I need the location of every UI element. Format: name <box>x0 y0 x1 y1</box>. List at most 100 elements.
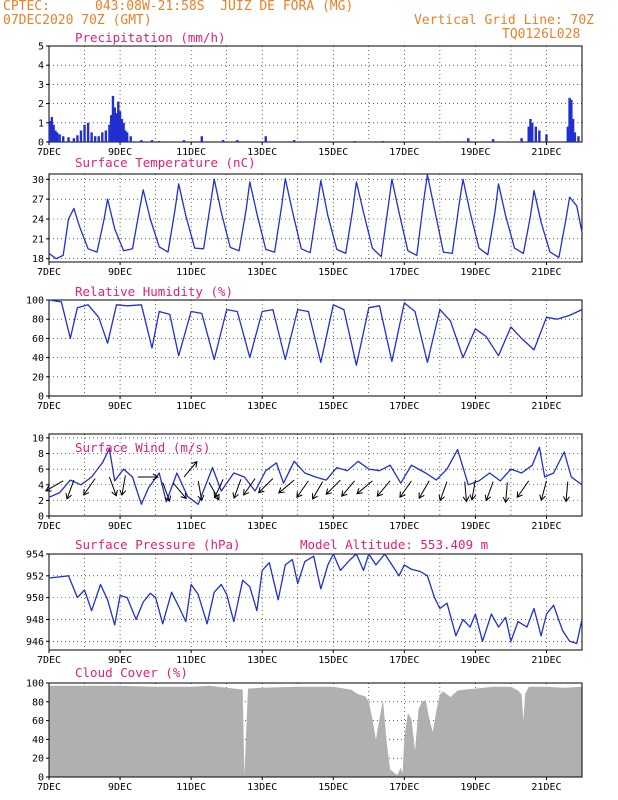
wind-arrow-head <box>191 460 198 468</box>
chart-panel-1: 18 21 24 27 30 7DEC 9DEC 11DEC 13DEC 15DEC 17DEC 19… <box>32 155 583 278</box>
y-tick-label: 40 <box>32 735 44 746</box>
precip-bar <box>577 136 580 142</box>
y-tick-label: 946 <box>26 637 44 648</box>
x-tick-label: 7DEC <box>37 267 61 278</box>
y-tick-label: 0 <box>38 392 44 403</box>
x-tick-label: 9DEC <box>108 147 132 158</box>
wind-arrow-head <box>376 490 383 497</box>
header-run: 07DEC2020 70Z (GMT) <box>3 13 152 28</box>
precip-bar <box>491 139 495 142</box>
x-tick-label: 21DEC <box>531 655 561 666</box>
plot-frame <box>48 553 583 651</box>
chart-panel-3: 0 2 4 6 8 10 7DEC 9DEC 11DEC 13DEC 15DEC 17DEC 19DEC… <box>32 433 583 532</box>
wind-arrow-head <box>83 489 90 496</box>
x-tick-label: 9DEC <box>108 782 132 793</box>
precip-bar <box>157 141 161 142</box>
precip-bar <box>571 118 575 142</box>
series-line <box>48 446 583 505</box>
wind-arrow <box>208 482 220 500</box>
wind-arrow <box>45 480 64 492</box>
x-tick-label: 7DEC <box>37 147 61 158</box>
y-tick-label: 100 <box>26 296 44 307</box>
y-tick-label: 18 <box>32 254 44 265</box>
wind-arrow-head <box>243 489 250 496</box>
wind-arrow <box>66 479 75 500</box>
chart-panel-5: 0 20 40 60 80 100 7DEC 9DEC 11DEC 13DEC 15DEC 17DEC… <box>26 665 583 793</box>
panel-subtitle: Model Altitude: 553.409 m <box>300 537 488 552</box>
plot-frame-overlay <box>48 682 583 778</box>
precip-bar <box>381 141 385 142</box>
x-tick-label: 13DEC <box>247 147 277 158</box>
panel-title: Surface Wind (m/s) <box>75 440 210 455</box>
panel-title: Cloud Cover (%) <box>75 665 188 680</box>
y-tick-label: 0 <box>38 138 44 149</box>
wind-arrow-head <box>399 491 406 499</box>
x-tick-label: 7DEC <box>37 401 61 412</box>
wind-arrow <box>376 480 391 497</box>
x-tick-label: 13DEC <box>247 655 277 666</box>
precip-bar <box>140 140 143 142</box>
precip-bar <box>538 130 541 142</box>
precip-bar <box>115 113 118 142</box>
y-tick-label: 8 <box>38 449 44 460</box>
x-tick-label: 15DEC <box>318 521 348 532</box>
precip-bar <box>122 122 125 142</box>
wind-arrow <box>464 481 467 502</box>
precip-bar <box>527 126 530 142</box>
wind-arrow <box>565 481 569 502</box>
y-tick-label: 2 <box>38 99 44 110</box>
precip-bar <box>72 138 76 142</box>
y-tick-label: 3 <box>38 80 44 91</box>
precip-bar <box>67 137 70 142</box>
x-tick-label: 15DEC <box>318 267 348 278</box>
series-line <box>48 299 583 366</box>
wind-arrow-head <box>563 496 570 503</box>
y-tick-label: 5 <box>38 42 44 53</box>
header-source: CPTEC: <box>3 0 50 14</box>
precip-bar <box>90 132 93 142</box>
x-tick-label: 19DEC <box>460 147 490 158</box>
wind-arrow-head <box>111 489 118 497</box>
precip-bar <box>55 132 59 142</box>
x-tick-label: 19DEC <box>460 782 490 793</box>
x-tick-label: 21DEC <box>531 782 561 793</box>
y-tick-label: 950 <box>26 593 44 604</box>
wind-arrow-head <box>152 473 159 481</box>
panel-title: Precipitation (mm/h) <box>75 30 226 45</box>
wind-arrow-head <box>539 494 546 502</box>
precip-bar <box>52 124 55 142</box>
y-tick-label: 1 <box>38 118 44 129</box>
wind-arrow <box>540 480 547 501</box>
x-tick-label: 7DEC <box>37 655 61 666</box>
precip-bar <box>97 136 100 142</box>
precip-bar <box>150 140 154 142</box>
precip-bar <box>62 136 65 142</box>
cloud-area <box>49 685 582 777</box>
precip-bar <box>182 140 186 142</box>
wind-arrow-head <box>312 493 318 500</box>
panel-title: Surface Pressure (hPa) <box>75 537 241 552</box>
wind-arrow-head <box>341 490 348 497</box>
wind-arrow-head <box>438 494 445 502</box>
y-tick-label: 20 <box>32 372 44 383</box>
wind-arrow <box>516 480 530 498</box>
wind-arrow <box>197 480 203 501</box>
precip-bar <box>101 132 104 142</box>
wind-arrow <box>121 475 126 496</box>
x-tick-label: 17DEC <box>389 521 419 532</box>
header-model: TQ0126L028 <box>502 27 581 42</box>
precip-bar <box>124 130 127 142</box>
x-tick-label: 19DEC <box>460 267 490 278</box>
x-tick-label: 11DEC <box>176 521 206 532</box>
x-tick-label: 15DEC <box>318 782 348 793</box>
wind-arrow-head <box>258 486 265 494</box>
x-tick-label: 7DEC <box>37 782 61 793</box>
wind-arrow <box>243 478 256 496</box>
wind-arrow <box>108 476 117 496</box>
x-tick-label: 17DEC <box>389 782 419 793</box>
y-tick-label: 0 <box>38 512 44 523</box>
precip-bar <box>83 124 86 142</box>
wind-arrow-head <box>484 494 492 502</box>
precip-bar <box>292 140 296 142</box>
header-grid-line: Vertical Grid Line: 70Z <box>414 13 595 28</box>
